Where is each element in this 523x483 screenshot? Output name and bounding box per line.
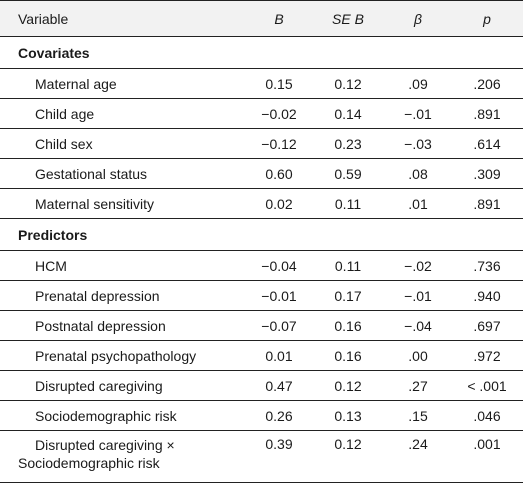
- row-variable: Child age: [0, 98, 247, 129]
- table-row: Maternal age 0.15 0.12 .09 .206: [0, 68, 523, 99]
- table-row: Disrupted caregiving 0.47 0.12 .27 < .00…: [0, 370, 523, 401]
- row-p: .940: [451, 280, 523, 311]
- row-se: 0.23: [311, 128, 385, 159]
- table-row: Postnatal depression −0.07 0.16 −.04 .69…: [0, 310, 523, 341]
- section-title: Predictors: [18, 226, 88, 243]
- row-p: .309: [451, 158, 523, 189]
- row-variable: Sociodemographic risk: [0, 400, 247, 431]
- section-title: Covariates: [18, 44, 90, 61]
- row-beta: −.04: [385, 310, 451, 341]
- row-se: 0.12: [311, 430, 385, 483]
- table-header: Variable B SE B β p: [0, 0, 523, 37]
- row-p: .614: [451, 128, 523, 159]
- row-b: 0.26: [247, 400, 311, 431]
- header-se-b: SE B: [311, 0, 385, 37]
- table-row: HCM −0.04 0.11 −.02 .736: [0, 250, 523, 281]
- row-b: 0.15: [247, 68, 311, 99]
- row-se: 0.11: [311, 188, 385, 219]
- row-p: < .001: [451, 370, 523, 401]
- row-beta: .08: [385, 158, 451, 189]
- row-se: 0.16: [311, 310, 385, 341]
- table-body: Covariates Maternal age 0.15 0.12 .09 .2…: [0, 37, 523, 483]
- row-b: −0.01: [247, 280, 311, 311]
- header-p: p: [451, 0, 523, 37]
- row-variable: Disrupted caregiving: [0, 370, 247, 401]
- row-se: 0.13: [311, 400, 385, 431]
- table-row: Prenatal depression −0.01 0.17 −.01 .940: [0, 280, 523, 311]
- header-b: B: [247, 0, 311, 37]
- row-beta: −.03: [385, 128, 451, 159]
- row-se: 0.17: [311, 280, 385, 311]
- header-beta: β: [385, 0, 451, 37]
- section-covariates: Covariates: [0, 37, 523, 69]
- row-beta: −.02: [385, 250, 451, 281]
- row-se: 0.16: [311, 340, 385, 371]
- row-variable-line2: Sociodemographic risk: [18, 455, 160, 471]
- table-row: Sociodemographic risk 0.26 0.13 .15 .046: [0, 400, 523, 431]
- row-b: −0.02: [247, 98, 311, 129]
- row-se: 0.59: [311, 158, 385, 189]
- table-row: Child sex −0.12 0.23 −.03 .614: [0, 128, 523, 159]
- row-b: −0.12: [247, 128, 311, 159]
- row-se: 0.12: [311, 68, 385, 99]
- row-p: .001: [451, 430, 523, 483]
- row-variable: Disrupted caregiving × Sociodemographic …: [0, 430, 247, 483]
- table-row: Disrupted caregiving × Sociodemographic …: [0, 430, 523, 483]
- row-beta: .24: [385, 430, 451, 483]
- header-variable: Variable: [0, 0, 247, 37]
- row-p: .891: [451, 98, 523, 129]
- section-predictors: Predictors: [0, 219, 523, 251]
- row-beta: .01: [385, 188, 451, 219]
- row-beta: −.01: [385, 280, 451, 311]
- row-variable-line1: Disrupted caregiving ×: [35, 437, 175, 453]
- row-se: 0.12: [311, 370, 385, 401]
- row-variable: Maternal age: [0, 68, 247, 99]
- row-se: 0.11: [311, 250, 385, 281]
- row-p: .972: [451, 340, 523, 371]
- row-b: 0.02: [247, 188, 311, 219]
- row-variable: Prenatal depression: [0, 280, 247, 311]
- row-variable: HCM: [0, 250, 247, 281]
- table-row: Maternal sensitivity 0.02 0.11 .01 .891: [0, 188, 523, 219]
- table-row: Prenatal psychopathology 0.01 0.16 .00 .…: [0, 340, 523, 371]
- row-beta: .27: [385, 370, 451, 401]
- row-variable: Prenatal psychopathology: [0, 340, 247, 371]
- row-se: 0.14: [311, 98, 385, 129]
- header-row: Variable B SE B β p: [0, 0, 523, 37]
- row-b: −0.07: [247, 310, 311, 341]
- row-variable: Postnatal depression: [0, 310, 247, 341]
- row-p: .697: [451, 310, 523, 341]
- table-row: Gestational status 0.60 0.59 .08 .309: [0, 158, 523, 189]
- row-p: .891: [451, 188, 523, 219]
- row-p: .046: [451, 400, 523, 431]
- row-variable: Maternal sensitivity: [0, 188, 247, 219]
- row-p: .206: [451, 68, 523, 99]
- row-b: 0.47: [247, 370, 311, 401]
- row-variable: Child sex: [0, 128, 247, 159]
- row-variable: Gestational status: [0, 158, 247, 189]
- row-b: 0.39: [247, 430, 311, 483]
- row-b: −0.04: [247, 250, 311, 281]
- row-p: .736: [451, 250, 523, 281]
- table-row: Child age −0.02 0.14 −.01 .891: [0, 98, 523, 129]
- row-b: 0.60: [247, 158, 311, 189]
- row-beta: .15: [385, 400, 451, 431]
- row-beta: −.01: [385, 98, 451, 129]
- row-beta: .00: [385, 340, 451, 371]
- row-beta: .09: [385, 68, 451, 99]
- row-b: 0.01: [247, 340, 311, 371]
